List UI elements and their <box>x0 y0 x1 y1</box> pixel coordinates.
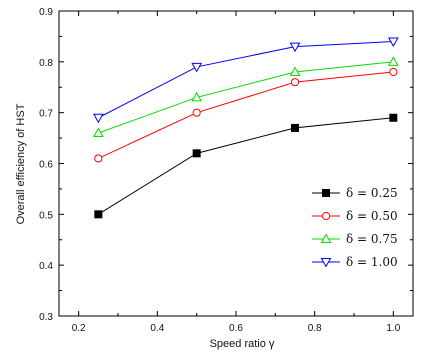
data-point <box>192 149 201 158</box>
x-tick-label: 0.6 <box>229 323 243 334</box>
data-point <box>291 123 299 132</box>
data-point <box>289 66 301 76</box>
y-tick-label: 0.4 <box>39 261 53 272</box>
y-tick-label: 0.9 <box>39 7 53 18</box>
series-3 <box>92 56 399 137</box>
y-axis-title: Overall efficiency of HST <box>15 103 27 224</box>
data-point <box>191 62 203 73</box>
legend-marker <box>320 258 332 268</box>
data-point <box>192 108 201 117</box>
data-point <box>387 37 399 48</box>
legend-label: δ = 1.00 <box>346 255 398 269</box>
x-tick-label: 0.8 <box>308 323 322 334</box>
data-point <box>290 78 300 87</box>
legend-label: δ = 0.50 <box>346 209 398 223</box>
series-line <box>98 117 394 215</box>
y-tick-label: 0.8 <box>39 58 53 69</box>
data-point <box>289 42 301 53</box>
x-tick-label: 1.0 <box>386 323 400 334</box>
data-point <box>94 154 103 163</box>
data-point <box>191 91 203 102</box>
legend: δ = 0.25 δ = 0.50 δ = 0.75 δ = 1.00 <box>312 186 398 269</box>
data-point <box>92 113 104 124</box>
x-axis-title: Speed ratio γ <box>210 338 275 350</box>
y-tick-label: 0.3 <box>39 312 53 323</box>
data-point <box>389 113 398 122</box>
y-tick-label: 0.7 <box>39 109 53 120</box>
y-tick-label: 0.6 <box>39 160 53 171</box>
series-line <box>98 41 394 119</box>
data-point <box>94 210 103 219</box>
legend-marker <box>322 189 330 197</box>
legend-marker <box>320 233 332 243</box>
series-line <box>98 61 394 134</box>
data-point <box>92 127 104 137</box>
series-line <box>98 71 394 159</box>
legend-marker <box>321 211 331 221</box>
x-tick-label: 0.4 <box>150 323 164 334</box>
legend-entry: δ = 0.25 <box>312 186 398 200</box>
x-tick-label: 0.2 <box>72 323 86 334</box>
legend-entry: δ = 0.50 <box>312 209 398 223</box>
axes: 0.2 0.4 0.6 0.8 1.0 0.3 0.4 0.5 0.6 0.7 0.8 0.9 <box>39 7 414 334</box>
plot-frame <box>58 10 414 317</box>
series-layer <box>92 37 399 219</box>
legend-entry: δ = 0.75 <box>312 232 398 246</box>
y-tick-label: 0.5 <box>39 210 53 221</box>
series-1 <box>94 113 398 219</box>
series-2 <box>94 67 398 163</box>
data-point <box>387 56 399 66</box>
legend-label: δ = 0.75 <box>346 232 398 246</box>
data-point <box>389 67 398 77</box>
legend-label: δ = 0.25 <box>346 186 398 200</box>
legend-entry: δ = 1.00 <box>312 255 398 269</box>
series-4 <box>92 37 399 124</box>
